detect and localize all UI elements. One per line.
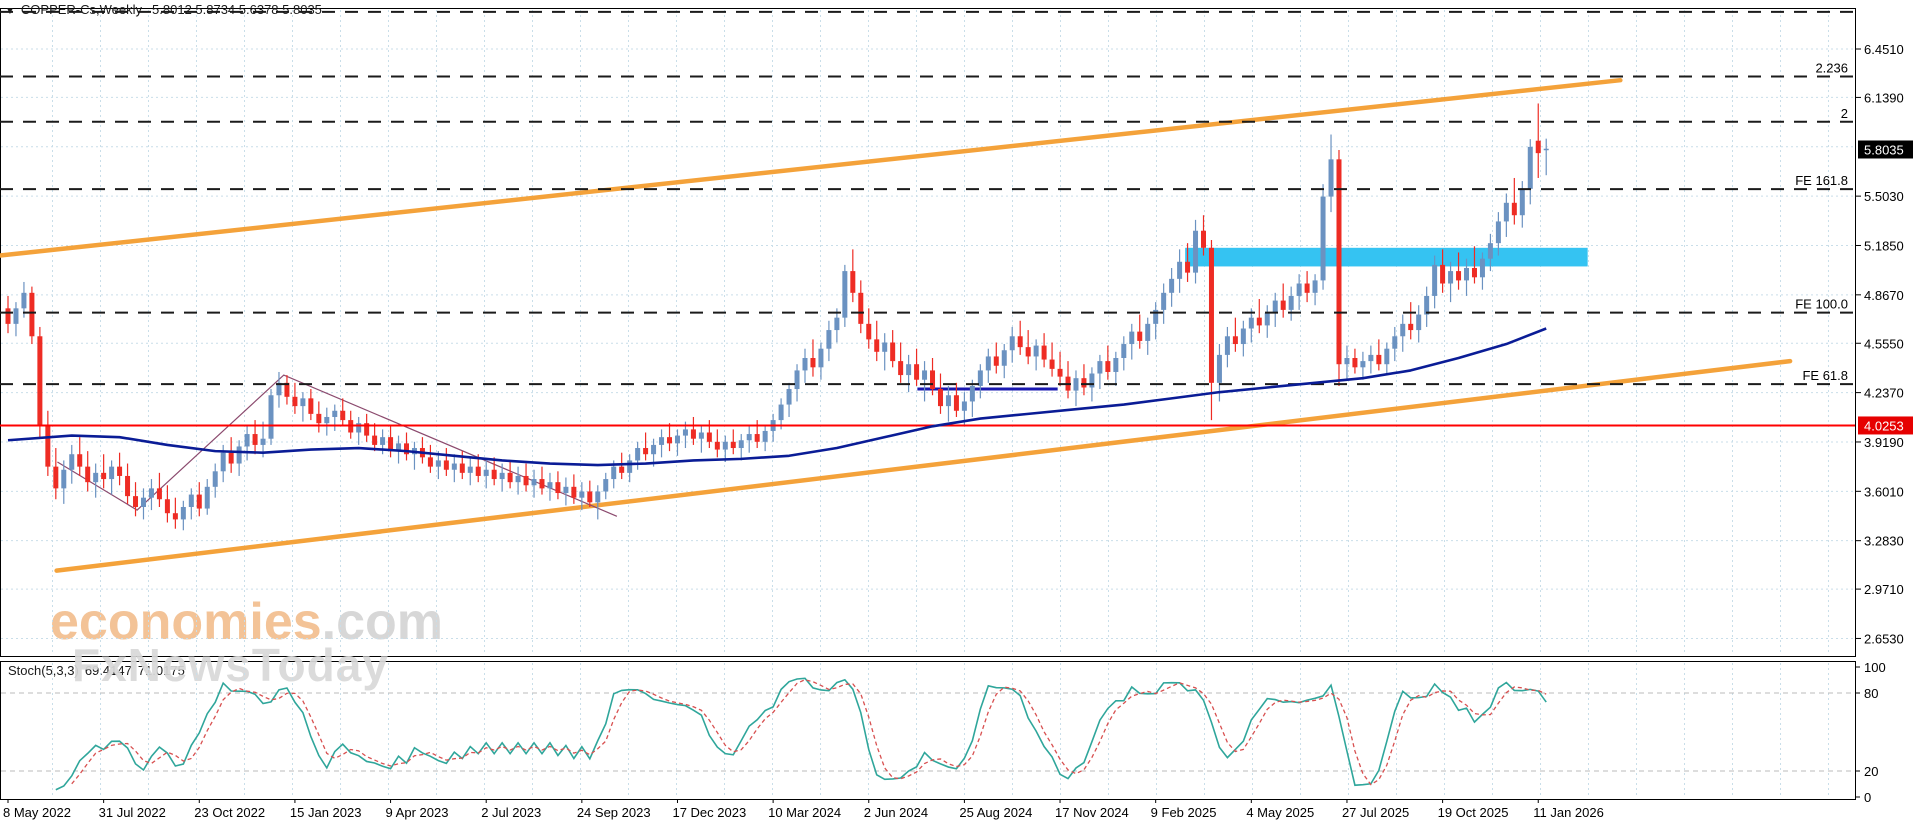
svg-text:FE 61.8: FE 61.8 [1802,368,1848,383]
svg-text:9 Feb 2025: 9 Feb 2025 [1151,805,1217,820]
price-axis-labels: 6.4510 6.1390 5.5030 5.1850 4.8670 4.5550 4.23… [1855,42,1904,646]
svg-text:5.5030: 5.5030 [1864,189,1904,204]
trendline-upper-channel [0,77,1623,258]
stoch-d-line [71,678,1547,786]
svg-text:100: 100 [1864,660,1886,675]
svg-text:2 Jun 2024: 2 Jun 2024 [864,805,928,820]
svg-text:80: 80 [1864,686,1878,701]
levels-layer: 2.236 2 FE 161.8 FE 100.0 FE 61.8 [0,10,1853,386]
svg-text:27 Jul 2025: 27 Jul 2025 [1342,805,1409,820]
price-chart-panel [0,8,1856,657]
stochastic-indicator-label: Stoch(5,3,3) 69.4147 71.0175 [8,663,191,678]
svg-text:2.9710: 2.9710 [1864,582,1904,597]
svg-text:17 Nov 2024: 17 Nov 2024 [1055,805,1129,820]
stoch-k-line [55,677,1547,791]
svg-text:3.6010: 3.6010 [1864,484,1904,499]
svg-text:17 Dec 2023: 17 Dec 2023 [672,805,746,820]
svg-text:4.0253: 4.0253 [1864,418,1904,433]
svg-text:31 Jul 2022: 31 Jul 2022 [99,805,166,820]
svg-text:2.236: 2.236 [1815,60,1848,75]
stoch-axis-labels: 100 80 20 0 [1855,660,1886,805]
svg-text:FE 100.0: FE 100.0 [1795,297,1848,312]
chart-title-bar: ▼ COPPER-Cs,Weekly 5.8012 5.8734 5.6378 5.… [5,2,322,17]
svg-text:19 Oct 2025: 19 Oct 2025 [1438,805,1509,820]
hline-price-tag: 4.0253 [1858,416,1913,435]
stochastic-main-value: 69.4147 [84,663,132,678]
svg-text:4.5550: 4.5550 [1864,336,1904,351]
svg-text:2.6530: 2.6530 [1864,631,1904,646]
svg-text:23 Oct 2022: 23 Oct 2022 [194,805,265,820]
svg-text:25 Aug 2024: 25 Aug 2024 [959,805,1032,820]
svg-text:6.4510: 6.4510 [1864,42,1904,57]
watermark-brand-suffix: .com [321,593,444,651]
svg-text:11 Jan 2026: 11 Jan 2026 [1533,805,1604,820]
date-axis-labels: 8 May 2022 31 Jul 2022 23 Oct 2022 15 Jan 2… [3,799,1604,820]
svg-text:10 Mar 2024: 10 Mar 2024 [768,805,841,820]
svg-text:2: 2 [1841,106,1848,121]
watermark-brand-name: economies [50,593,322,651]
svg-text:4.2370: 4.2370 [1864,386,1904,401]
svg-text:5.1850: 5.1850 [1864,238,1904,253]
svg-text:24 Sep 2023: 24 Sep 2023 [577,805,651,820]
stochastic-signal-value: 71.0175 [137,663,185,678]
svg-text:4 May 2025: 4 May 2025 [1246,805,1314,820]
svg-text:9 Apr 2023: 9 Apr 2023 [386,805,449,820]
svg-text:5.8035: 5.8035 [1864,142,1904,157]
svg-text:20: 20 [1864,764,1878,779]
current-price-tag: 5.8035 [1858,140,1913,159]
resistance-zone-rect [1185,247,1588,267]
zigzag-line [57,374,618,517]
svg-text:8 May 2022: 8 May 2022 [3,805,71,820]
svg-text:3.2830: 3.2830 [1864,534,1904,549]
svg-text:6.1390: 6.1390 [1864,90,1904,105]
ohlc-values-label: 5.8012 5.8734 5.6378 5.8035 [152,2,322,17]
watermark-subtitle: FxNewsToday [72,639,389,691]
trendlines-layer [0,77,1793,573]
symbol-timeframe-label: COPPER-Cs,Weekly [20,2,143,17]
symbol-dropdown-icon[interactable]: ▼ [5,6,15,17]
stochastic-name: Stoch(5,3,3) [8,663,79,678]
candles-layer [5,103,1549,531]
grid-layer [1,10,1854,797]
svg-text:0: 0 [1864,790,1871,805]
svg-text:FE 161.8: FE 161.8 [1795,173,1848,188]
watermark-brand: economies.com [50,592,443,652]
svg-text:2 Jul 2023: 2 Jul 2023 [481,805,541,820]
svg-text:3.9190: 3.9190 [1864,435,1904,450]
ma-line [7,327,1547,467]
trendline-lower-channel [54,358,1793,573]
svg-text:4.8670: 4.8670 [1864,288,1904,303]
svg-text:15 Jan 2023: 15 Jan 2023 [290,805,362,820]
